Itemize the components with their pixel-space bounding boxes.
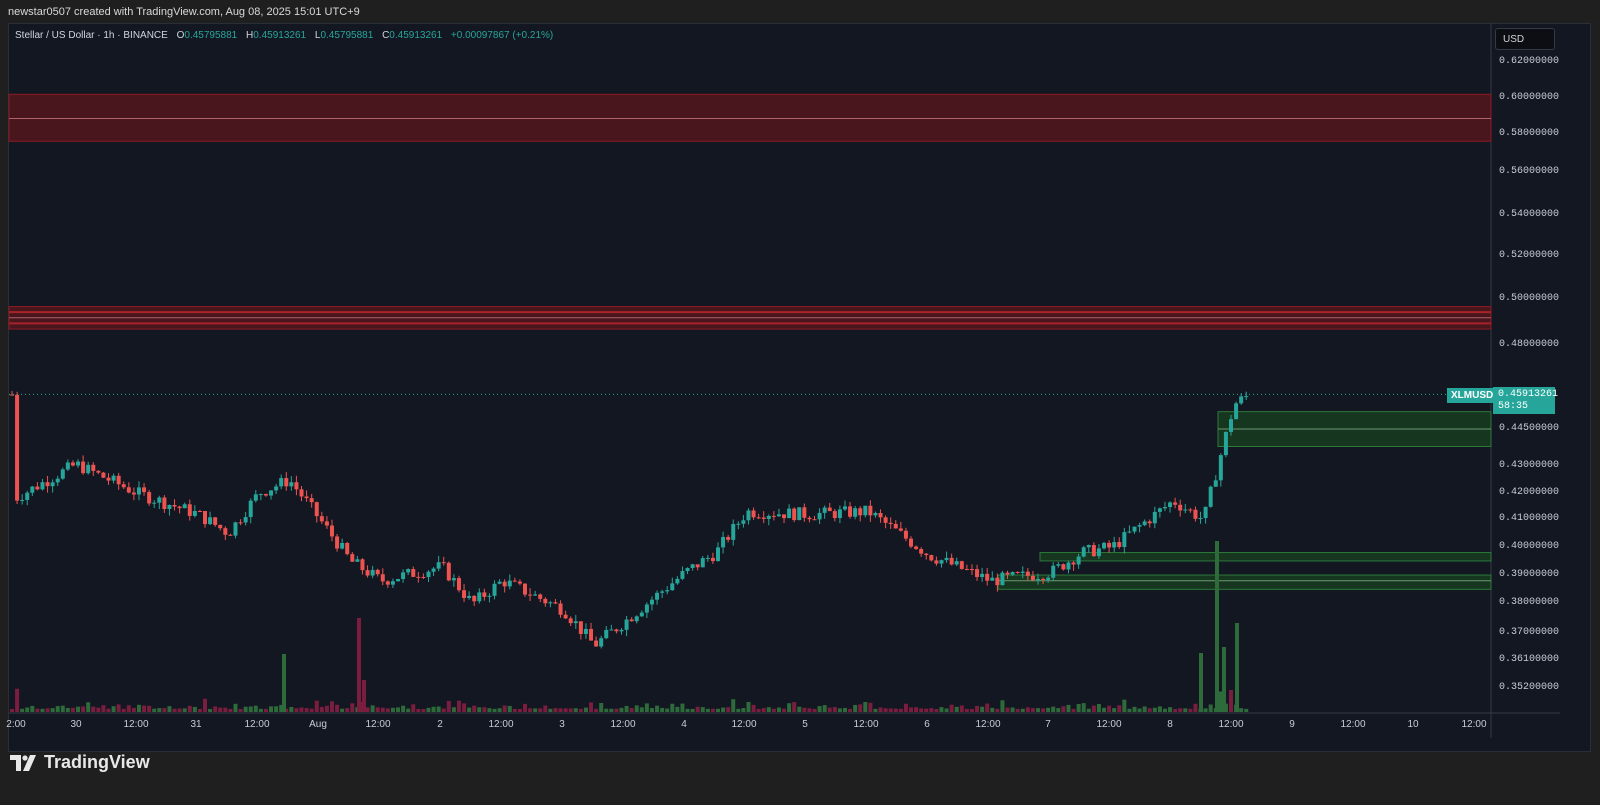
time-tick: 31 [190,719,202,730]
price-tick: 0.37000000 [1499,627,1560,638]
time-tick: 2:00 [6,719,26,730]
time-tick: 8 [1167,719,1173,730]
time-tick: 12:00 [365,719,391,730]
price-tick: 0.44500000 [1499,423,1560,434]
price-tick: 0.56000000 [1499,166,1560,177]
attribution-text: newstar0507 created with TradingView.com… [8,6,360,18]
attribution-bar: newstar0507 created with TradingView.com… [0,0,1600,24]
price-tick: 0.43000000 [1499,460,1560,471]
chart-frame[interactable] [8,23,1591,752]
ohlc-legend: Stellar / US Dollar · 1h · BINANCE O0.45… [15,30,554,41]
tradingview-logo-icon [10,754,36,771]
change-value: +0.00097867 (+0.21%) [450,30,554,41]
current-price: 0.45913261 [1498,389,1559,400]
price-tick: 0.50000000 [1499,293,1560,304]
open-value: 0.45795881 [184,30,238,41]
time-tick: 10 [1407,719,1419,730]
price-tick: 0.40000000 [1499,541,1560,552]
price-tick: 0.39000000 [1499,569,1560,580]
time-tick: 12:00 [123,719,149,730]
price-tick: 0.58000000 [1499,128,1560,139]
time-tick: 12:00 [1218,719,1244,730]
time-tick: 12:00 [853,719,879,730]
time-tick: 12:00 [244,719,270,730]
time-tick: 2 [437,719,443,730]
tradingview-logo-text: TradingView [44,752,150,772]
price-tick: 0.36100000 [1499,654,1560,665]
time-tick: 30 [70,719,82,730]
time-tick: 3 [559,719,565,730]
time-tick: 5 [802,719,808,730]
price-tick: 0.41000000 [1499,513,1560,524]
price-tick: 0.42000000 [1499,487,1560,498]
current-price-label: 0.45913261 58:35 [1493,387,1559,414]
price-tick: 0.38000000 [1499,597,1560,608]
currency-selector[interactable]: USD [1495,28,1555,50]
time-tick: 12:00 [1340,719,1366,730]
symbol-price-tag: XLMUSD [1447,388,1498,403]
tradingview-logo[interactable]: TradingView [10,752,150,773]
time-tick: 6 [924,719,930,730]
low-value: 0.45795881 [320,30,374,41]
price-tick: 0.60000000 [1499,92,1560,103]
time-tick: 12:00 [731,719,757,730]
time-tick: 12:00 [975,719,1001,730]
price-tick: 0.54000000 [1499,209,1560,220]
price-tick: 0.52000000 [1499,250,1560,261]
support-zone[interactable] [997,574,1492,590]
time-tick: 12:00 [1461,719,1487,730]
time-tick: 12:00 [1096,719,1122,730]
bar-countdown: 58:35 [1498,401,1529,412]
resistance-zone[interactable] [8,93,1492,142]
time-tick: 4 [681,719,687,730]
time-tick: Aug [309,719,327,730]
time-tick: 9 [1289,719,1295,730]
price-tick: 0.62000000 [1499,56,1560,67]
time-tick: 7 [1045,719,1051,730]
support-zone[interactable] [1039,552,1492,562]
price-tick: 0.35200000 [1499,682,1560,693]
time-tick: 12:00 [610,719,636,730]
high-value: 0.45913261 [253,30,307,41]
time-tick: 12:00 [488,719,514,730]
price-tick: 0.48000000 [1499,339,1560,350]
symbol-description: Stellar / US Dollar · 1h · BINANCE [15,30,168,41]
close-value: 0.45913261 [389,30,443,41]
